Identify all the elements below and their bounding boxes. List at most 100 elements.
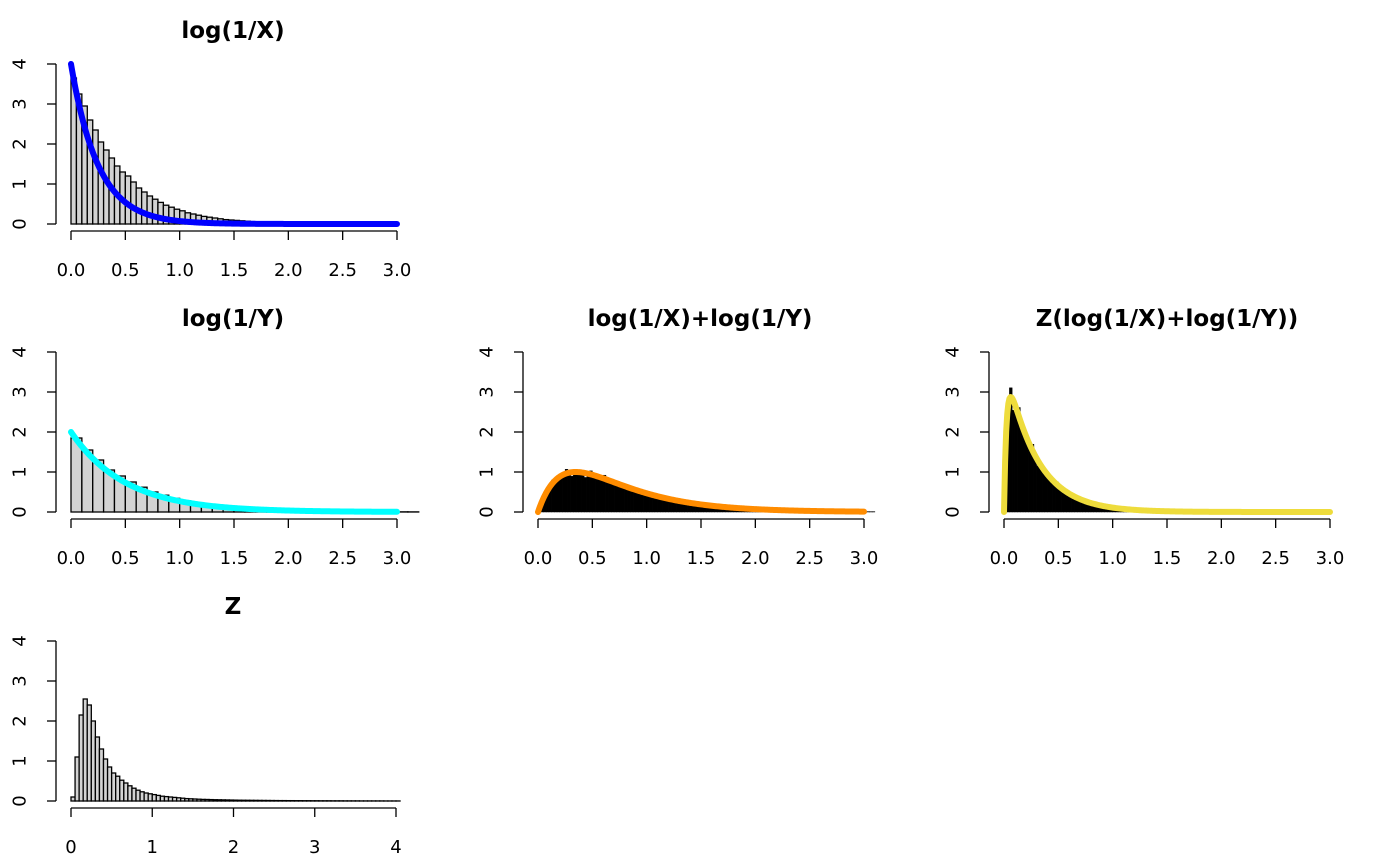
x-tick-label: 0.5 [111, 548, 140, 569]
x-tick-label: 2 [228, 837, 239, 858]
y-tick-label: 4 [10, 635, 31, 646]
histogram-bar [556, 477, 560, 513]
histogram-bar [562, 476, 566, 513]
x-tick-label: 0.0 [524, 548, 553, 569]
y-tick-label: 4 [477, 346, 498, 357]
x-tick-label: 1.5 [220, 260, 249, 281]
panel-5: Z 0 1 2 3 4 0 1 2 3 4 [10, 594, 402, 858]
histogram-bar [573, 470, 577, 513]
histogram-bar [594, 476, 599, 513]
panel-title: log(1/X)+log(1/Y) [588, 306, 813, 332]
histogram-bar [559, 476, 563, 513]
density-curve [68, 429, 400, 515]
histogram-bar [135, 187, 143, 225]
y-tick-label: 2 [10, 426, 31, 437]
histogram-bar [581, 471, 585, 513]
histogram-bar [597, 477, 601, 513]
histogram-bars [70, 698, 401, 802]
x-tick-label: 2.5 [795, 548, 824, 569]
panel-title: log(1/X) [181, 18, 284, 44]
histogram-bar [140, 191, 148, 225]
y-tick-label: 3 [477, 386, 498, 397]
y-tick-label: 4 [943, 346, 964, 357]
histogram-bar [1011, 409, 1016, 513]
y-tick-label: 1 [10, 178, 31, 189]
y-tick-label: 0 [10, 218, 31, 229]
histogram-bar [1028, 448, 1032, 513]
y-tick-label: 1 [10, 755, 31, 766]
y-tick-label: 0 [10, 795, 31, 806]
y-tick-label: 1 [10, 466, 31, 477]
histogram-bar [1014, 413, 1018, 513]
x-tick-label: 1.0 [165, 548, 194, 569]
histogram-bar [1020, 424, 1024, 513]
panel-1: log(1/X) 0.0 0.5 1.0 1.5 2.0 2.5 3.0 0 1 2 3 4 [10, 18, 412, 281]
y-tick-label: 3 [10, 675, 31, 686]
x-tick-label: 0.5 [578, 548, 607, 569]
x-tick-label: 2.5 [328, 260, 357, 281]
histogram-bar [583, 477, 588, 513]
x-tick-label: 3.0 [850, 548, 879, 569]
y-tick-label: 1 [943, 466, 964, 477]
x-tick-label: 2.0 [741, 548, 770, 569]
histogram-bar [97, 141, 105, 225]
panel-title: Z [225, 594, 242, 620]
y-tick-label: 2 [10, 715, 31, 726]
histogram-bar [1025, 440, 1029, 513]
y-tick-label: 4 [10, 58, 31, 69]
panel-title: Z(log(1/X)+log(1/Y)) [1036, 306, 1299, 332]
x-tick-label: 2.0 [1207, 548, 1236, 569]
y-tick-label: 3 [10, 386, 31, 397]
histogram-bar [146, 195, 154, 225]
y-tick-label: 2 [10, 138, 31, 149]
y-tick-label: 0 [943, 506, 964, 517]
y-tick-label: 3 [943, 386, 964, 397]
x-tick-label: 0.0 [990, 548, 1019, 569]
x-tick-label: 2.5 [328, 548, 357, 569]
x-tick-label: 3.0 [383, 548, 412, 569]
x-tick-label: 2.5 [1261, 548, 1290, 569]
y-tick-label: 4 [10, 346, 31, 357]
x-tick-label: 1.5 [687, 548, 716, 569]
x-tick-label: 3 [309, 837, 320, 858]
panel-3: log(1/X)+log(1/Y) 0.0 0.5 1.0 1.5 2.0 2.5 3.0 0 1… [477, 306, 879, 569]
density-curve [1001, 394, 1333, 515]
histogram-bar [616, 482, 620, 513]
histogram-bar [621, 487, 626, 513]
x-tick-label: 1.0 [1098, 548, 1127, 569]
x-tick-label: 2.0 [274, 548, 303, 569]
histogram-bar [567, 471, 571, 513]
x-tick-label: 1.0 [632, 548, 661, 569]
histogram-bar [619, 485, 623, 513]
x-tick-label: 4 [390, 837, 401, 858]
histogram-bar [630, 490, 634, 513]
x-tick-label: 0.0 [57, 548, 86, 569]
histogram-bar [92, 129, 99, 225]
histogram-bar [578, 470, 582, 513]
x-tick-label: 0.5 [111, 260, 140, 281]
x-tick-label: 2.0 [274, 260, 303, 281]
y-tick-label: 0 [10, 506, 31, 517]
density-curve [535, 469, 867, 515]
histogram-bar [600, 477, 604, 513]
x-tick-label: 0.0 [57, 260, 86, 281]
histogram-bar [130, 181, 137, 225]
histogram-bar [635, 490, 639, 513]
panel-4: Z(log(1/X)+log(1/Y)) 0.0 0.5 1.0 1.5 2.0 2.5 3.… [943, 306, 1345, 569]
x-tick-label: 3.0 [1316, 548, 1345, 569]
x-tick-label: 0 [65, 837, 76, 858]
panel-2: log(1/Y) 0.0 0.5 1.0 1.5 2.0 2.5 3.0 0 1 2 3 4 [10, 306, 420, 569]
histogram-bar [605, 481, 609, 513]
histogram-bar [575, 471, 580, 513]
histogram-bar [1036, 465, 1040, 513]
x-tick-label: 1.0 [165, 260, 194, 281]
histogram-bar [613, 482, 618, 513]
x-tick-label: 0.5 [1044, 548, 1073, 569]
histogram-bar [608, 482, 612, 513]
histogram-bars [1003, 387, 1320, 513]
histogram-bar [592, 476, 596, 513]
y-tick-label: 2 [943, 426, 964, 437]
histogram-bar [1058, 487, 1062, 513]
x-tick-label: 3.0 [383, 260, 412, 281]
